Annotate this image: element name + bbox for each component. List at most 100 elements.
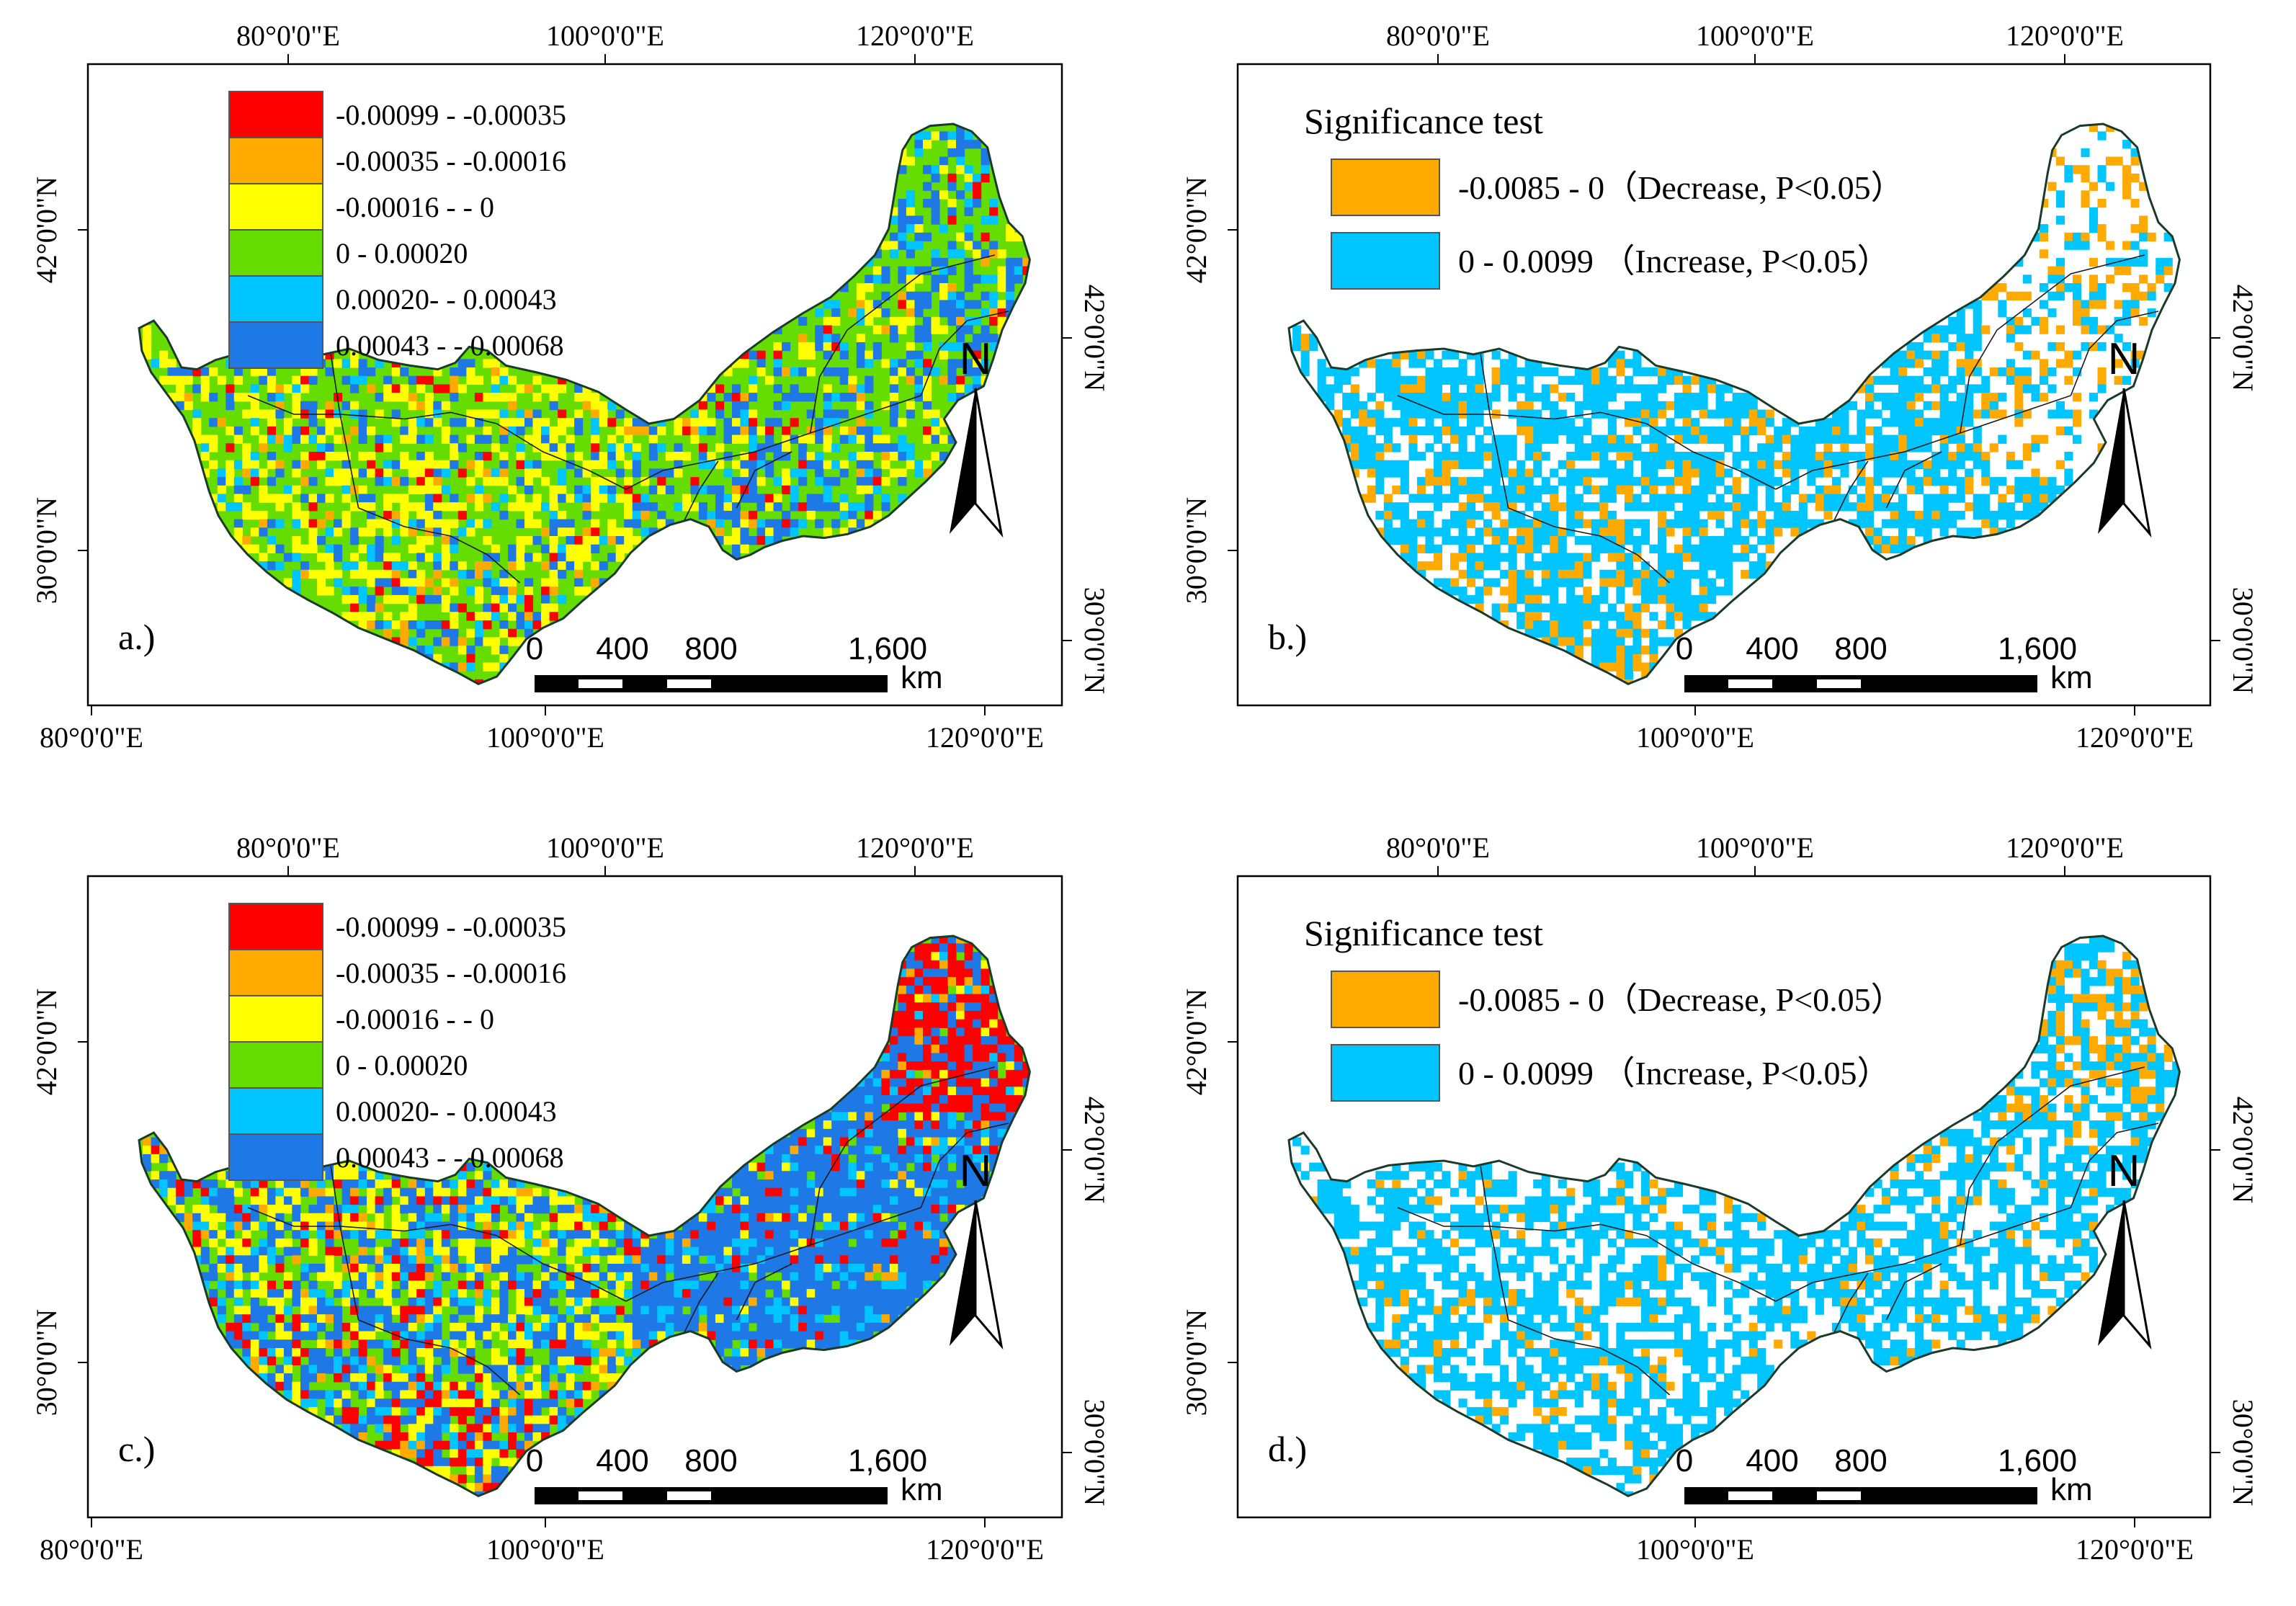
scale-unit-label: km (2050, 1472, 2093, 1507)
legend-label: 0.00043 - - 0.00068 (336, 329, 564, 362)
left-latitude-label: 42°0'0"N (30, 177, 63, 283)
scale-tick-label: 800 (1834, 631, 1887, 666)
scale-tick-label: 0 (526, 1443, 543, 1478)
north-arrow-letter: N (2108, 1146, 2140, 1196)
bottom-longitude-label: 120°0'0"E (926, 1533, 1044, 1566)
panel-d: 80°0'0"E 100°0'0"E 120°0'0"E 100°0'0"E 120°0… (1180, 831, 2259, 1566)
region-outline (138, 122, 1031, 686)
region-outline (1287, 122, 2181, 686)
scale-tick-label: 1,600 (848, 1443, 927, 1478)
bottom-longitude-label: 120°0'0"E (926, 721, 1044, 754)
legend-label: -0.0085 - 0（Decrease, P<0.05） (1458, 981, 1904, 1018)
scale-bar (535, 1487, 888, 1504)
left-latitude-label: 42°0'0"N (30, 989, 63, 1095)
map-frame (1236, 875, 2212, 1519)
legend-swatch (228, 137, 323, 184)
legend-label: 0 - 0.00020 (336, 1049, 468, 1081)
left-latitude-label: 30°0'0"N (30, 497, 63, 604)
legend-swatch (1331, 1044, 1440, 1102)
legend-label: -0.00016 - - 0 (336, 1003, 494, 1035)
panel-b: 80°0'0"E 100°0'0"E 120°0'0"E 100°0'0"E 120°0… (1180, 19, 2259, 754)
north-arrow-letter: N (960, 1146, 992, 1196)
legend-label: 0.00020- - 0.00043 (336, 283, 557, 316)
north-arrow-letter: N (960, 334, 992, 384)
left-latitude-label: 30°0'0"N (1180, 497, 1212, 604)
legend-swatch (1331, 159, 1440, 216)
panel-label: a.) (118, 617, 155, 657)
right-latitude-label: 30°0'0"N (1078, 587, 1111, 694)
top-longitude-label: 80°0'0"E (1386, 831, 1490, 864)
scale-tick-label: 0 (1676, 1443, 1693, 1478)
left-latitude-label: 42°0'0"N (1180, 989, 1212, 1095)
panel-label: b.) (1268, 617, 1307, 657)
right-latitude-label: 42°0'0"N (1078, 1097, 1111, 1203)
right-latitude-label: 30°0'0"N (2227, 587, 2259, 694)
scale-bar (1684, 1487, 2037, 1504)
map-frame (86, 875, 1063, 1519)
scale-tick-label: 1,600 (1998, 631, 2077, 666)
right-latitude-label: 42°0'0"N (1078, 285, 1111, 391)
legend-title: Significance test (1304, 101, 1543, 141)
bottom-longitude-label: 80°0'0"E (40, 1533, 143, 1566)
right-latitude-label: 42°0'0"N (2227, 1097, 2259, 1203)
right-latitude-label: 30°0'0"N (2227, 1399, 2259, 1506)
north-arrow-icon (950, 388, 1004, 538)
left-latitude-label: 30°0'0"N (1180, 1309, 1212, 1416)
scale-unit-label: km (2050, 660, 2093, 695)
scale-tick-label: 800 (684, 631, 737, 666)
scale-bar (1684, 675, 2037, 692)
scale-unit-label: km (901, 660, 943, 695)
top-longitude-label: 120°0'0"E (856, 19, 974, 52)
panel-c: 80°0'0"E 100°0'0"E 120°0'0"E 80°0'0"E 100°0'… (30, 831, 1111, 1566)
scale-unit-label: km (901, 1472, 943, 1507)
legend-label: -0.0085 - 0（Decrease, P<0.05） (1458, 169, 1904, 206)
north-arrow-icon (2098, 1200, 2152, 1350)
legend-swatch (228, 183, 323, 231)
north-arrow-icon (950, 1200, 1004, 1350)
bottom-longitude-label: 100°0'0"E (486, 1533, 604, 1566)
panel-label: c.) (118, 1429, 155, 1469)
scale-tick-label: 400 (596, 1443, 648, 1478)
top-longitude-label: 100°0'0"E (1696, 831, 1814, 864)
legend-label: 0.00020- - 0.00043 (336, 1095, 557, 1128)
bottom-longitude-label: 80°0'0"E (40, 721, 143, 754)
legend-swatch (228, 91, 323, 138)
legend-label: 0 - 0.0099 （Increase, P<0.05） (1458, 1055, 1890, 1092)
legend-swatch (228, 1041, 323, 1089)
region-outline (138, 934, 1031, 1498)
bottom-longitude-label: 120°0'0"E (2076, 721, 2194, 754)
legend-swatch (228, 949, 323, 996)
legend-title: Significance test (1304, 913, 1543, 953)
bottom-longitude-label: 120°0'0"E (2076, 1533, 2194, 1566)
scale-tick-label: 400 (1746, 1443, 1798, 1478)
legend-label: 0.00043 - - 0.00068 (336, 1141, 564, 1174)
legend-swatch (228, 903, 323, 950)
legend-label: 0 - 0.00020 (336, 237, 468, 269)
scale-tick-label: 400 (1746, 631, 1798, 666)
north-arrow-letter: N (2108, 334, 2140, 384)
scale-tick-label: 800 (1834, 1443, 1887, 1478)
legend-label: -0.00016 - - 0 (336, 191, 494, 223)
scale-tick-label: 800 (684, 1443, 737, 1478)
right-latitude-label: 42°0'0"N (2227, 285, 2259, 391)
scale-tick-label: 1,600 (1998, 1443, 2077, 1478)
legend-label: -0.00035 - -0.00016 (336, 145, 566, 177)
panel-label: d.) (1268, 1429, 1307, 1469)
top-longitude-label: 120°0'0"E (2006, 831, 2124, 864)
legend-swatch (228, 995, 323, 1043)
legend-swatch (228, 229, 323, 277)
panel-a: 80°0'0"E 100°0'0"E 120°0'0"E 80°0'0"E 100°0'… (30, 19, 1111, 754)
north-arrow-icon (2098, 388, 2152, 538)
top-longitude-label: 80°0'0"E (236, 19, 340, 52)
legend-swatch (228, 1133, 323, 1181)
legend-swatch (1331, 971, 1440, 1028)
legend-label: 0 - 0.0099 （Increase, P<0.05） (1458, 243, 1890, 280)
scale-tick-label: 400 (596, 631, 648, 666)
top-longitude-label: 80°0'0"E (1386, 19, 1490, 52)
top-longitude-label: 80°0'0"E (236, 831, 340, 864)
legend-swatch (228, 321, 323, 369)
bottom-longitude-label: 100°0'0"E (1636, 1533, 1754, 1566)
scale-tick-label: 1,600 (848, 631, 927, 666)
legend-label: -0.00099 - -0.00035 (336, 99, 566, 131)
